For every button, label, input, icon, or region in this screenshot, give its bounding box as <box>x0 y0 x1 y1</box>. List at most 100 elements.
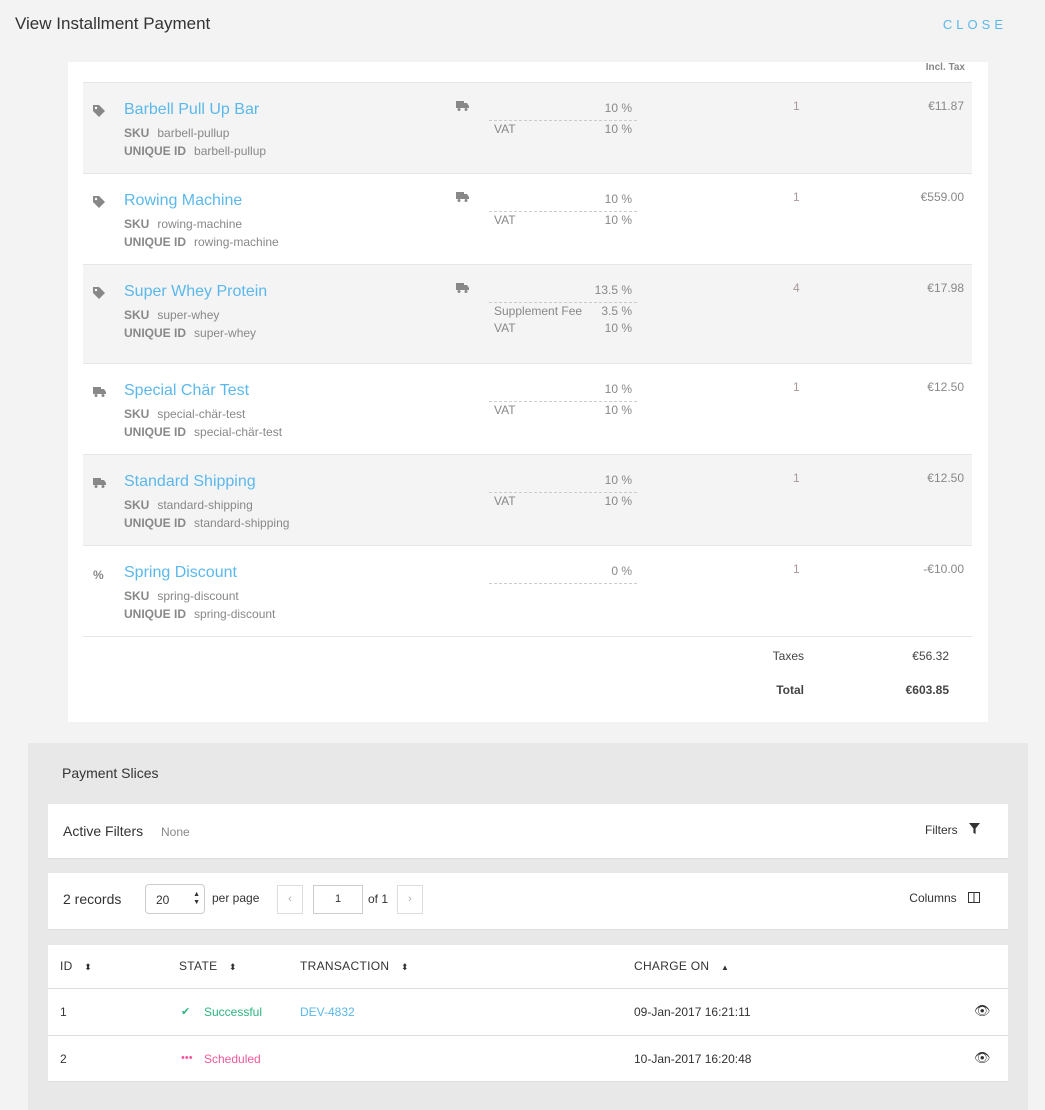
sku-value: spring-discount <box>157 589 239 603</box>
per-page-value: 20 <box>156 893 170 907</box>
price-header: Incl. Tax <box>925 62 965 73</box>
tax-name: VAT <box>494 122 516 136</box>
price: €559.00 <box>920 190 964 204</box>
item-name-link[interactable]: Rowing Machine <box>124 192 243 209</box>
truck-icon <box>456 101 469 114</box>
column-header[interactable]: CHARGE ON ▲ <box>634 959 729 973</box>
filters-button[interactable]: Filters <box>925 823 980 837</box>
prev-page-button[interactable]: ‹ <box>277 885 303 914</box>
sku-value: rowing-machine <box>157 217 243 231</box>
uid-value: special-chär-test <box>194 425 283 439</box>
tag-icon <box>93 105 105 120</box>
sort-asc-icon: ▲ <box>721 963 730 972</box>
tax-line: VAT 10 % <box>489 493 637 510</box>
sort-icon: ⬍ <box>229 962 237 972</box>
item-name-link[interactable]: Standard Shipping <box>124 473 256 490</box>
quantity: 1 <box>793 562 800 576</box>
columns-button[interactable]: Columns <box>909 891 980 905</box>
charge-on: 10-Jan-2017 16:20:48 <box>634 1052 752 1066</box>
sku-label: SKU <box>124 589 150 603</box>
column-header[interactable]: ID ⬍ <box>60 959 92 973</box>
uid-label: UNIQUE ID <box>124 607 187 621</box>
price: €12.50 <box>927 471 964 485</box>
close-button[interactable]: CLOSE <box>942 17 1007 32</box>
sku-label: SKU <box>124 407 150 421</box>
uid-value: spring-discount <box>194 607 276 621</box>
column-label: TRANSACTION <box>300 959 390 973</box>
quantity: 4 <box>793 281 800 295</box>
truck-icon <box>93 477 106 491</box>
line-items: Barbell Pull Up Bar SKU barbell-pullup UNI… <box>83 82 972 716</box>
table-row[interactable]: 1 ✔ Successful DEV-4832 09-Jan-2017 16:2… <box>48 988 1008 1035</box>
item-name-link[interactable]: Barbell Pull Up Bar <box>124 101 260 118</box>
state-badge: Scheduled <box>204 1052 261 1066</box>
line-item: Rowing Machine SKU rowing-machine UNIQUE I… <box>83 173 972 264</box>
slice-id: 2 <box>60 1052 67 1066</box>
quantity: 1 <box>793 471 800 485</box>
tax-rate: 10 % <box>604 494 632 508</box>
taxes-label: Taxes <box>772 649 804 663</box>
sort-icon: ⬍ <box>84 962 93 972</box>
order-items-card: Incl. Tax Barbell Pull Up Bar SKU barbell… <box>68 62 988 722</box>
taxes-value: €56.32 <box>912 649 949 663</box>
tag-icon <box>93 287 105 302</box>
sku-label: SKU <box>124 126 150 140</box>
line-item: Super Whey Protein SKU super-whey UNIQUE I… <box>83 264 972 363</box>
columns-label: Columns <box>909 891 957 905</box>
price: €11.87 <box>928 99 964 113</box>
sku-value: standard-shipping <box>157 498 253 512</box>
item-name-link[interactable]: Special Chär Test <box>124 382 250 399</box>
tax-name: VAT <box>494 403 516 417</box>
line-item: % Spring Discount SKU spring-discount UNIQ… <box>83 545 972 636</box>
active-filters-value: None <box>161 825 190 839</box>
quantity: 1 <box>793 190 800 204</box>
dots-icon: ••• <box>181 1052 193 1064</box>
column-label: STATE <box>179 959 218 973</box>
item-name-link[interactable]: Super Whey Protein <box>124 283 268 300</box>
per-page-select[interactable]: 20 ▲ ▼ <box>145 884 205 914</box>
uid-value: barbell-pullup <box>194 144 267 158</box>
tax-total: 10 % <box>489 190 637 212</box>
next-page-button[interactable]: › <box>397 885 423 914</box>
column-header[interactable]: TRANSACTION ⬍ <box>300 959 409 973</box>
uid-value: super-whey <box>194 326 257 340</box>
pagination-bar: 2 records 20 ▲ ▼ per page ‹ 1 of 1 › Colum… <box>48 873 1008 930</box>
tax-line: VAT 10 % <box>489 121 637 138</box>
tag-icon <box>93 196 105 211</box>
charge-on: 09-Jan-2017 16:21:11 <box>634 1005 751 1019</box>
eye-icon[interactable]: 👁 <box>974 1050 991 1065</box>
tax-total: 10 % <box>489 99 637 121</box>
sku-label: SKU <box>124 308 150 322</box>
dialog-title: View Installment Payment <box>15 14 211 33</box>
tax-rate: 10 % <box>604 122 632 136</box>
quantity: 1 <box>793 99 800 113</box>
payment-slices-title: Payment Slices <box>62 765 159 781</box>
uid-value: standard-shipping <box>194 516 290 530</box>
tax-total: 0 % <box>489 562 637 584</box>
uid-label: UNIQUE ID <box>124 235 187 249</box>
tax-column: 10 % VAT 10 % <box>489 99 637 138</box>
check-icon: ✔ <box>181 1006 191 1018</box>
column-header[interactable]: STATE ⬍ <box>179 959 237 973</box>
sku-value: barbell-pullup <box>157 126 230 140</box>
table-row[interactable]: 2 ••• Scheduled 10-Jan-2017 16:20:48 👁 <box>48 1035 1008 1082</box>
tax-column: 13.5 % Supplement Fee 3.5 % VAT 10 % <box>489 281 637 337</box>
transaction-link[interactable]: DEV-4832 <box>300 1005 355 1019</box>
slice-id: 1 <box>60 1005 67 1019</box>
tax-total: 10 % <box>489 471 637 493</box>
sku-label: SKU <box>124 217 150 231</box>
item-name-link[interactable]: Spring Discount <box>124 564 237 581</box>
eye-icon[interactable]: 👁 <box>974 1003 991 1018</box>
sort-icon: ⬍ <box>400 962 409 972</box>
uid-label: UNIQUE ID <box>124 144 187 158</box>
tax-column: 10 % VAT 10 % <box>489 190 637 229</box>
columns-icon <box>968 892 980 903</box>
price: -€10.00 <box>923 562 964 576</box>
tax-column: 10 % VAT 10 % <box>489 471 637 510</box>
totals: Taxes €56.32 Total €603.85 <box>83 636 972 716</box>
quantity: 1 <box>793 380 800 394</box>
total-label: Total <box>776 683 804 697</box>
page-input[interactable]: 1 <box>313 885 363 914</box>
column-label: ID <box>60 959 73 973</box>
truck-icon <box>456 192 469 205</box>
